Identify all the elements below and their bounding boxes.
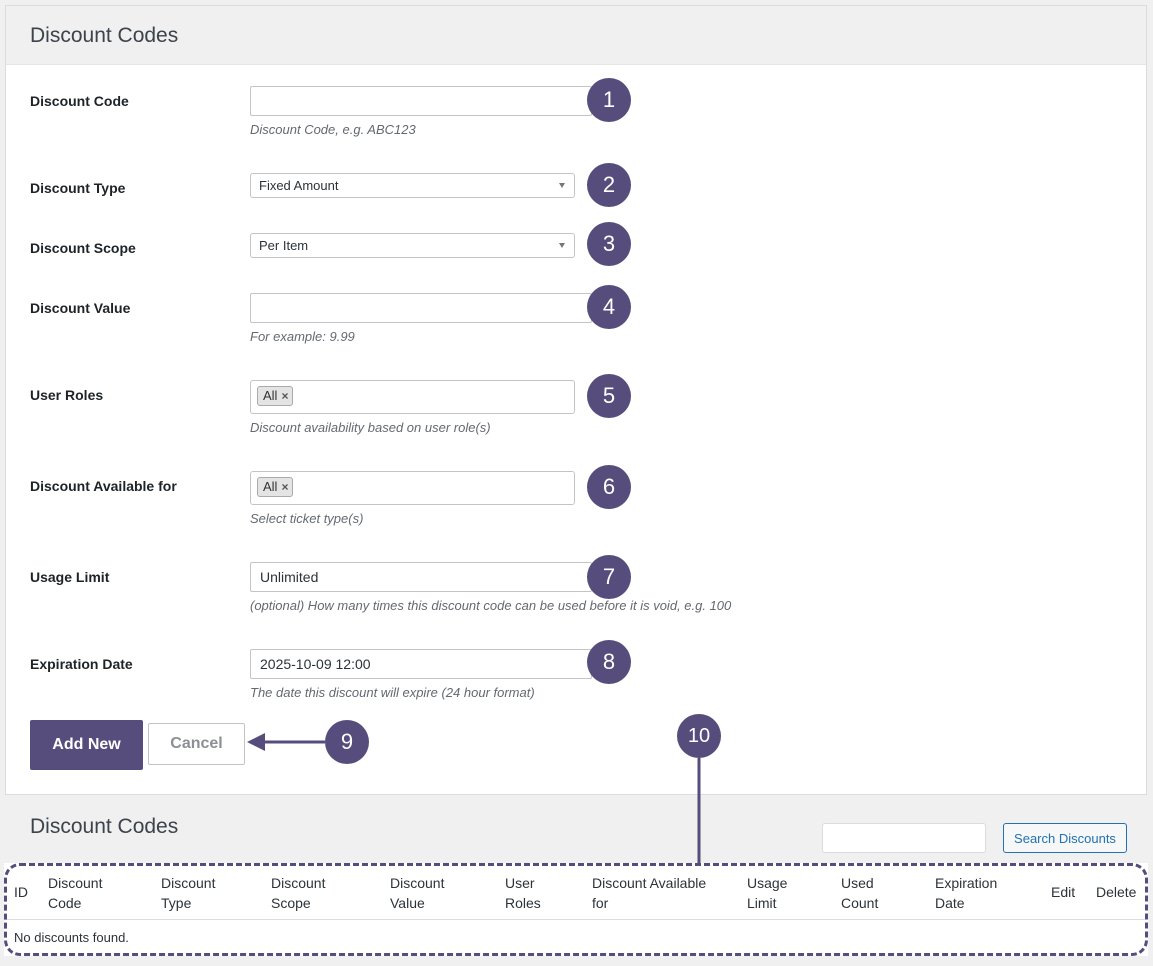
column-header-scope[interactable]: Discount Scope <box>271 875 326 911</box>
column-header-user-roles[interactable]: User Roles <box>505 875 541 911</box>
column-header-value[interactable]: Discount Value <box>390 875 445 911</box>
chevron-down-icon <box>559 183 565 188</box>
callout-badge: 4 <box>587 285 631 329</box>
discount-scope-select[interactable]: Per Item <box>250 233 575 258</box>
expiration-date-input[interactable] <box>250 649 592 679</box>
column-header-id[interactable]: ID <box>14 884 28 900</box>
discount-value-input[interactable] <box>250 293 592 323</box>
user-roles-multiselect[interactable]: All × <box>250 380 575 414</box>
callout-badge: 2 <box>587 163 631 207</box>
usage-limit-label: Usage Limit <box>30 569 110 585</box>
callout-badge: 6 <box>587 465 631 509</box>
usage-limit-hint: (optional) How many times this discount … <box>250 598 732 613</box>
discount-scope-label: Discount Scope <box>30 240 136 256</box>
add-new-button[interactable]: Add New <box>30 720 143 770</box>
remove-tag-icon[interactable]: × <box>281 480 289 494</box>
ticket-type-tag: All × <box>257 477 294 497</box>
discount-value-label: Discount Value <box>30 300 131 316</box>
panel-header: Discount Codes <box>6 6 1146 65</box>
callout-badge: 9 <box>325 720 369 764</box>
callout-badge: 8 <box>587 640 631 684</box>
discounts-table <box>4 863 1148 956</box>
remove-tag-icon[interactable]: × <box>281 389 289 403</box>
column-header-delete[interactable]: Delete <box>1096 884 1137 900</box>
panel-title: Discount Codes <box>30 24 179 47</box>
search-input[interactable] <box>822 823 986 853</box>
search-discounts-button[interactable]: Search Discounts <box>1003 823 1127 853</box>
callout-badge: 5 <box>587 374 631 418</box>
callout-badge: 1 <box>587 78 631 122</box>
discount-scope-value: Per Item <box>259 238 309 253</box>
cancel-button[interactable]: Cancel <box>148 723 245 765</box>
available-for-multiselect[interactable]: All × <box>250 471 575 505</box>
user-roles-hint: Discount availability based on user role… <box>250 420 491 435</box>
discount-type-value: Fixed Amount <box>259 178 339 193</box>
discount-code-hint: Discount Code, e.g. ABC123 <box>250 122 416 137</box>
discount-value-hint: For example: 9.99 <box>250 329 355 344</box>
callout-badge: 10 <box>677 714 721 758</box>
callout-badge: 7 <box>587 555 631 599</box>
column-header-code[interactable]: Discount Code <box>48 875 103 911</box>
column-header-usage-limit[interactable]: Usage Limit <box>747 875 788 911</box>
expiration-date-label: Expiration Date <box>30 656 133 672</box>
empty-message: No discounts found. <box>14 930 129 945</box>
user-role-tag: All × <box>257 386 294 406</box>
available-for-label: Discount Available for <box>30 478 177 494</box>
column-header-type[interactable]: Discount Type <box>161 875 216 911</box>
discount-code-label: Discount Code <box>30 93 129 109</box>
table-divider <box>7 919 1145 920</box>
discount-code-input[interactable] <box>250 86 592 116</box>
usage-limit-input[interactable] <box>250 562 592 592</box>
column-header-expiration[interactable]: Expiration Date <box>935 875 998 911</box>
discount-type-label: Discount Type <box>30 180 126 196</box>
callout-badge: 3 <box>587 222 631 266</box>
column-header-edit[interactable]: Edit <box>1051 884 1076 900</box>
chevron-down-icon <box>559 243 565 248</box>
expiration-date-hint: The date this discount will expire (24 h… <box>250 685 535 700</box>
column-header-available-for[interactable]: Discount Available for <box>592 875 707 911</box>
discount-type-select[interactable]: Fixed Amount <box>250 173 575 198</box>
list-section-title: Discount Codes <box>30 815 179 838</box>
user-roles-label: User Roles <box>30 387 104 403</box>
column-header-used-count[interactable]: Used Count <box>841 875 879 911</box>
available-for-hint: Select ticket type(s) <box>250 511 364 526</box>
